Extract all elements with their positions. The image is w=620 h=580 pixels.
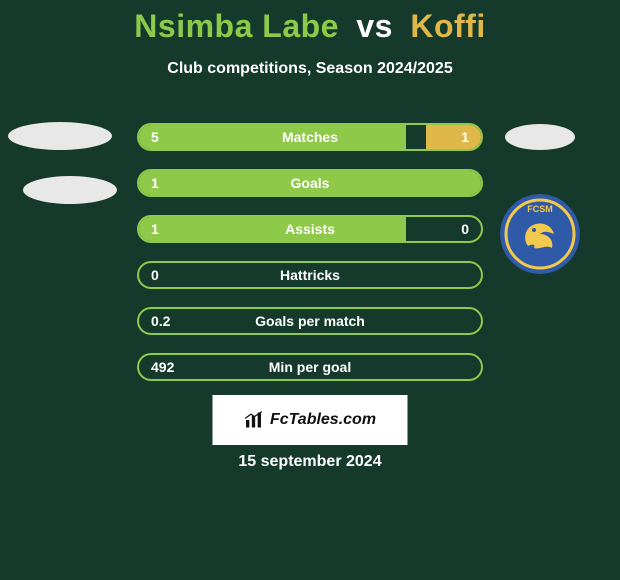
stat-row: 1 Goals: [137, 169, 483, 197]
title-player2: Koffi: [410, 8, 485, 44]
stat-label: Min per goal: [269, 359, 351, 375]
stat-left-value: 492: [151, 359, 174, 375]
stat-row: 0.2 Goals per match: [137, 307, 483, 335]
stat-label: Assists: [285, 221, 335, 237]
stat-row: 0 Hattricks: [137, 261, 483, 289]
stat-label: Goals: [291, 175, 330, 191]
stat-row: 5 1 Matches: [137, 123, 483, 151]
date-text: 15 september 2024: [0, 453, 620, 471]
title-vs: vs: [356, 8, 393, 44]
club-logo-fcsm: FCSM: [500, 194, 580, 274]
subtitle: Club competitions, Season 2024/2025: [0, 60, 620, 78]
stat-right-value: 1: [461, 129, 469, 145]
right-placeholder-ellipse: [505, 124, 575, 150]
stat-left-value: 1: [151, 175, 159, 191]
stat-label: Matches: [282, 129, 338, 145]
stat-right-value: 0: [461, 221, 469, 237]
page-title: Nsimba Labe vs Koffi: [0, 8, 620, 45]
bar-right-fill: [426, 125, 481, 149]
watermark: FcTables.com: [213, 395, 408, 445]
watermark-text: FcTables.com: [270, 411, 376, 429]
left-placeholder-ellipse-2: [23, 176, 117, 204]
stat-left-value: 0: [151, 267, 159, 283]
svg-text:FCSM: FCSM: [527, 204, 553, 214]
title-player1: Nsimba Labe: [134, 8, 339, 44]
stats-icon: [244, 410, 264, 430]
stat-label: Hattricks: [280, 267, 340, 283]
stat-left-value: 5: [151, 129, 159, 145]
bar-left-fill: [139, 125, 406, 149]
comparison-bars: 5 1 Matches 1 Goals 1 0 Assists 0 Hattricks 0.2 Goa…: [137, 123, 483, 399]
stat-row: 1 0 Assists: [137, 215, 483, 243]
left-placeholder-ellipse-1: [8, 122, 112, 150]
stat-left-value: 0.2: [151, 313, 170, 329]
stat-label: Goals per match: [255, 313, 365, 329]
fcsm-badge-icon: FCSM: [500, 194, 580, 274]
stat-left-value: 1: [151, 221, 159, 237]
stat-row: 492 Min per goal: [137, 353, 483, 381]
bar-left-fill: [139, 217, 406, 241]
